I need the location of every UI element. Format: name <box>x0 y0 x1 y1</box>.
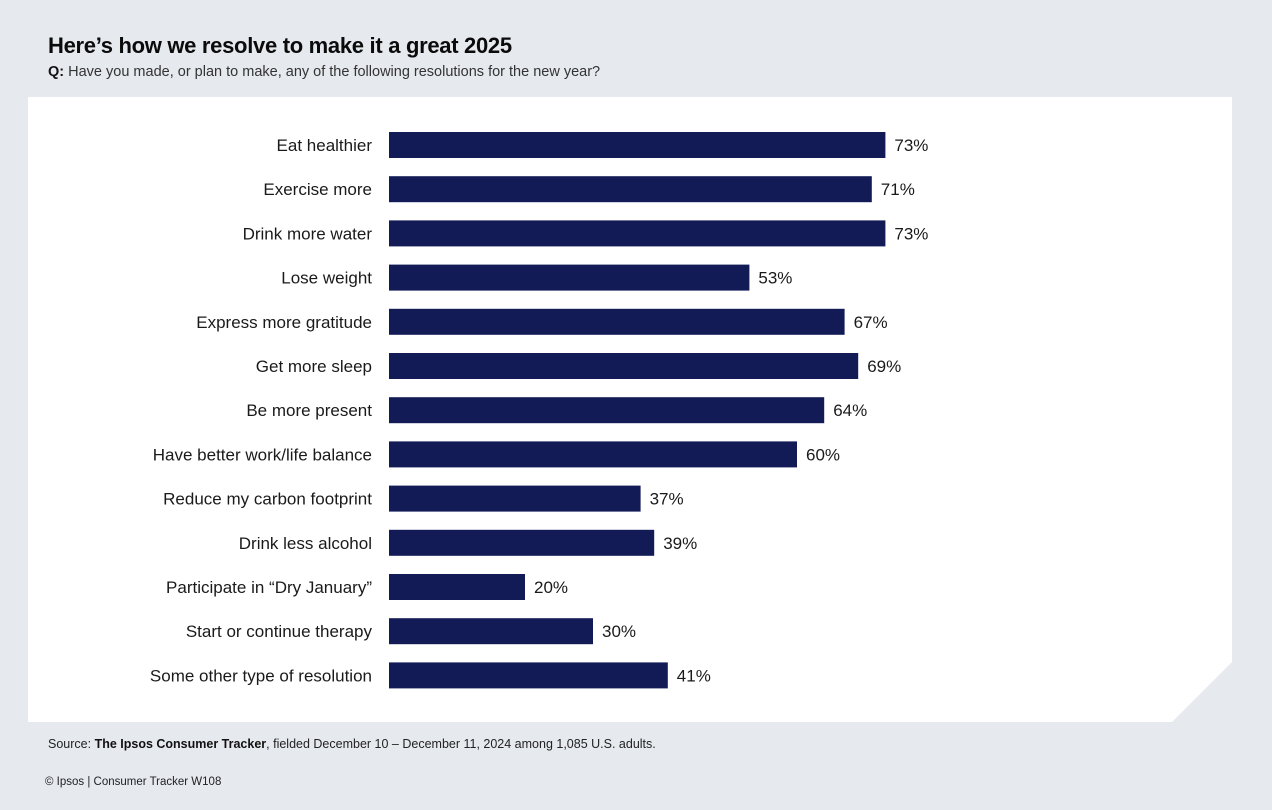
value-label: 73% <box>894 224 928 243</box>
value-label: 39% <box>663 534 697 553</box>
value-label: 67% <box>854 313 888 332</box>
category-label: Eat healthier <box>277 136 373 155</box>
chart-card: Eat healthier 73% Exercise more 71% Drink mo… <box>28 97 1232 722</box>
category-label: Express more gratitude <box>196 313 372 332</box>
bar <box>389 485 641 512</box>
category-label: Have better work/life balance <box>153 445 372 464</box>
bar <box>389 529 655 556</box>
category-label: Drink more water <box>243 224 373 243</box>
source-details: , fielded December 10 – December 11, 202… <box>266 737 656 751</box>
bar <box>389 618 593 645</box>
bar <box>389 132 886 158</box>
value-label: 60% <box>806 445 840 464</box>
question-prefix: Q: <box>48 64 65 80</box>
category-label: Get more sleep <box>256 357 372 376</box>
category-label: Lose weight <box>281 269 372 288</box>
value-label: 30% <box>602 622 636 641</box>
value-label: 20% <box>534 578 568 597</box>
value-label: 41% <box>677 666 711 685</box>
category-label: Some other type of resolution <box>150 666 372 685</box>
source-note: Source: The Ipsos Consumer Tracker, fiel… <box>48 737 656 751</box>
value-label: 64% <box>833 401 867 420</box>
copyright-note: © Ipsos | Consumer Tracker W108 <box>45 776 222 788</box>
chart-title: Here’s how we resolve to make it a great… <box>48 33 512 58</box>
value-label: 53% <box>758 269 792 288</box>
bar <box>389 397 825 424</box>
category-label: Start or continue therapy <box>186 622 373 641</box>
category-label: Exercise more <box>263 180 372 199</box>
question-text: Have you made, or plan to make, any of t… <box>64 64 601 80</box>
source-name: The Ipsos Consumer Tracker <box>94 737 267 751</box>
category-label: Participate in “Dry January” <box>166 578 372 597</box>
bar-chart: Eat healthier 73% Exercise more 71% Drink mo… <box>150 132 928 689</box>
value-label: 69% <box>867 357 901 376</box>
bar <box>389 574 525 600</box>
category-label: Drink less alcohol <box>239 534 372 553</box>
category-label: Reduce my carbon footprint <box>163 490 372 509</box>
value-label: 37% <box>650 490 684 509</box>
category-label: Be more present <box>246 401 372 420</box>
bar <box>389 220 886 247</box>
bar <box>389 176 872 203</box>
bar <box>389 441 797 468</box>
bar <box>389 662 668 689</box>
value-label: 73% <box>894 136 928 155</box>
bar <box>389 264 750 291</box>
source-prefix: Source: <box>48 737 95 751</box>
survey-question: Q: Have you made, or plan to make, any o… <box>48 64 600 80</box>
bar <box>389 308 845 335</box>
value-label: 71% <box>881 180 915 199</box>
bar <box>389 353 859 379</box>
